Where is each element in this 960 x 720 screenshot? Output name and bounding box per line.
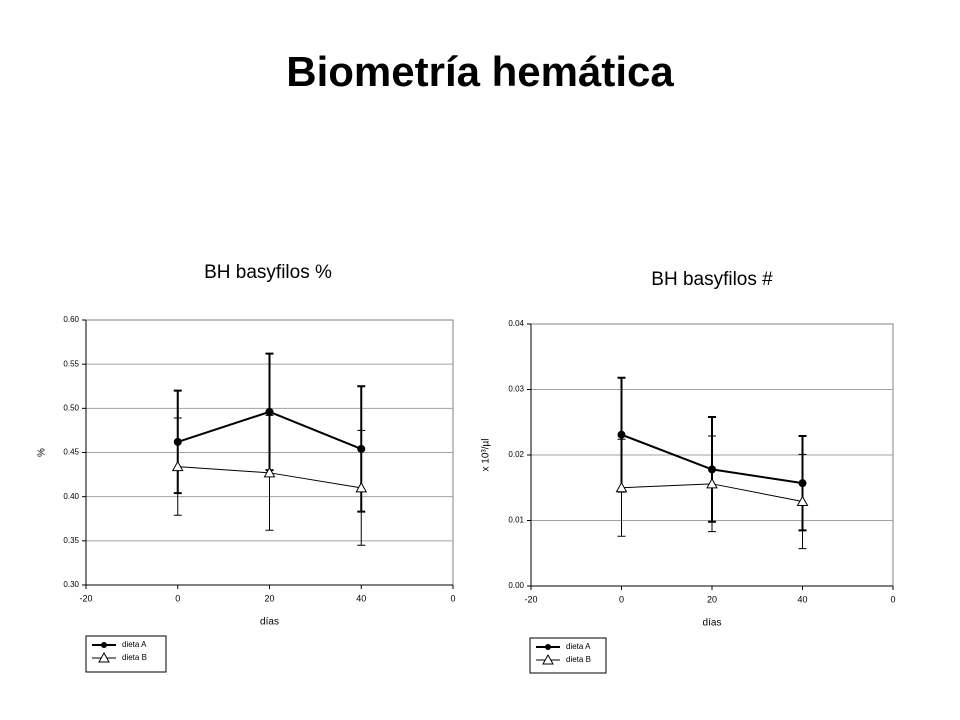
x-tick-label: 0 (890, 594, 895, 604)
x-tick-label: -20 (524, 594, 537, 604)
slide-title: Biometría hemática (286, 48, 674, 95)
marker (617, 430, 626, 439)
marker (706, 477, 718, 489)
x-tick-label: 20 (707, 594, 717, 604)
y-axis-label: % (37, 448, 48, 457)
marker (98, 651, 110, 663)
y-tick-label: 0.50 (63, 403, 79, 412)
marker (265, 407, 274, 416)
marker (263, 466, 276, 478)
y-tick-label: 0.04 (508, 319, 524, 328)
marker (545, 644, 551, 650)
x-axis-label: días (260, 617, 279, 628)
marker (796, 495, 809, 507)
marker (542, 653, 554, 665)
chart: BH basyfilos % 0.30 0.35 0.40 0.45 0.50 0.55 0.… (37, 262, 456, 673)
y-tick-label: 0.30 (63, 580, 79, 589)
y-tick-label: 0.01 (508, 516, 524, 525)
legend-label: dieta A (566, 642, 591, 651)
y-tick-label: 0.03 (508, 385, 524, 394)
y-tick-label: 0.45 (63, 448, 79, 457)
y-tick-label: 0.35 (63, 536, 79, 545)
y-tick-label: 0.02 (508, 450, 524, 459)
x-tick-label: 0 (619, 594, 624, 604)
x-tick-label: 40 (797, 594, 807, 604)
legend (529, 637, 607, 674)
y-tick-label: 0.60 (63, 315, 79, 324)
x-tick-label: 40 (356, 593, 366, 603)
y-tick-label: 0.00 (508, 581, 524, 590)
legend-label: dieta B (122, 653, 147, 662)
legend-label: dieta A (122, 640, 147, 649)
y-tick-label: 0.40 (63, 492, 79, 501)
marker (615, 481, 628, 493)
chart: BH basyfilos # 0.00 0.01 0.02 0.03 0.04 -20 0 20… (481, 269, 896, 674)
x-tick-label: 0 (450, 593, 455, 603)
x-tick-label: -20 (79, 593, 92, 603)
y-axis-label: x 10³/µl (481, 439, 492, 472)
chart-title: BH basyfilos % (204, 262, 332, 283)
x-tick-label: 20 (264, 593, 274, 603)
x-tick-label: 0 (175, 593, 180, 603)
marker (101, 642, 107, 648)
marker (355, 481, 368, 493)
x-axis-label: días (703, 618, 722, 629)
marker (171, 460, 184, 472)
y-tick-label: 0.55 (63, 359, 79, 368)
legend (85, 635, 167, 673)
chart-title: BH basyfilos # (651, 269, 773, 290)
legend-label: dieta B (566, 655, 591, 664)
